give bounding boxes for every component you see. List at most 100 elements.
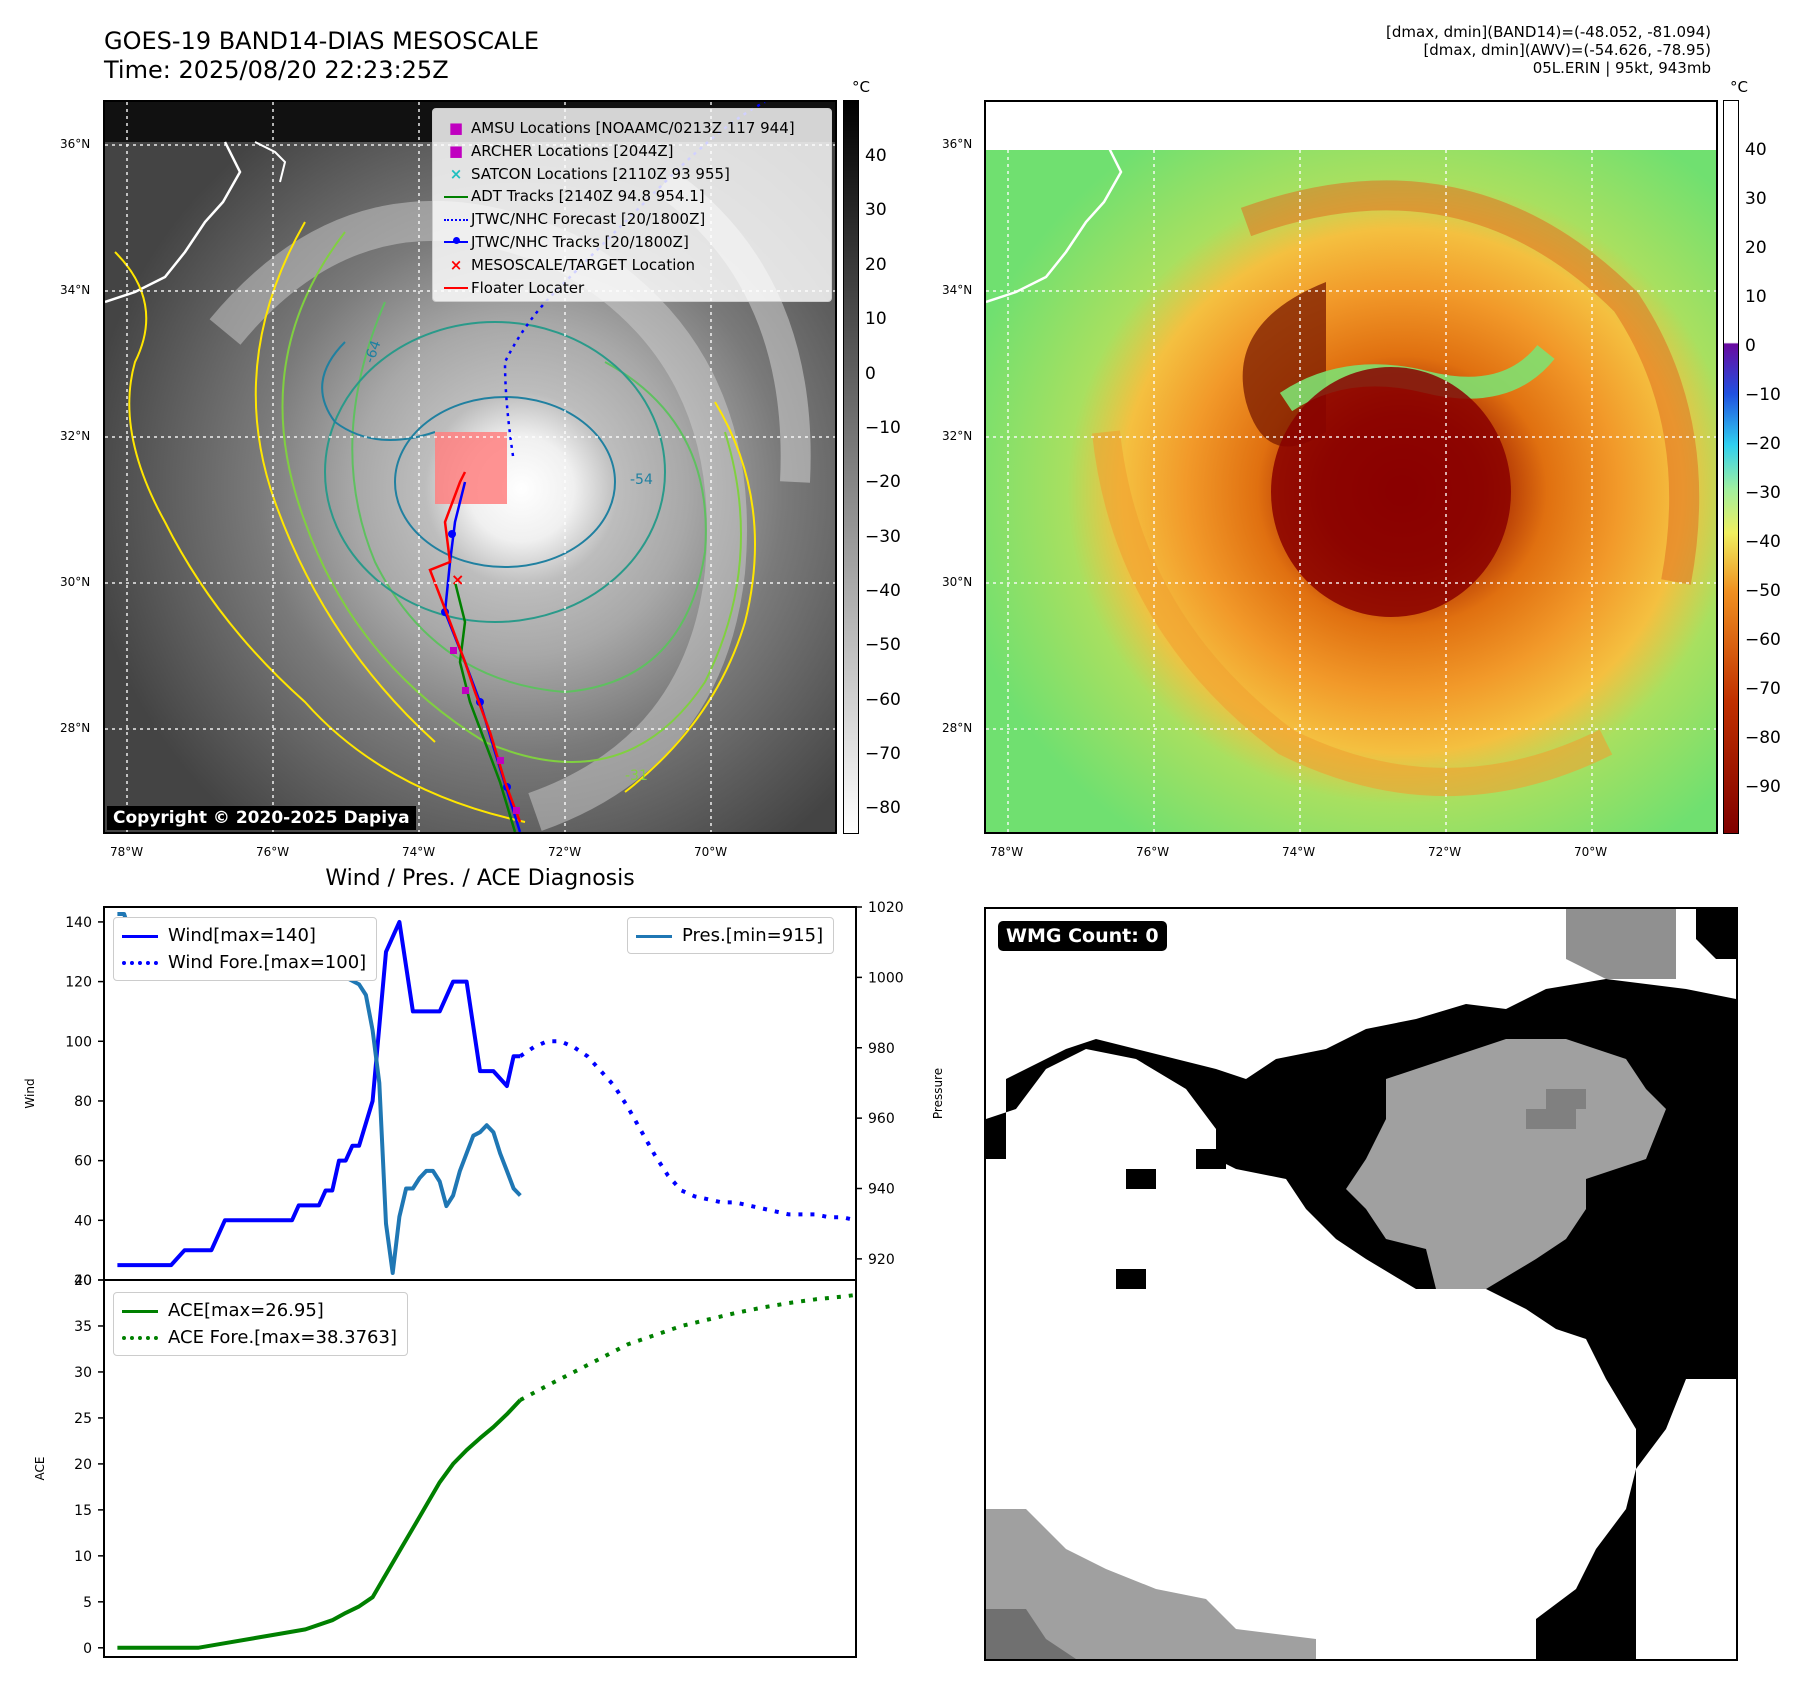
ir-cb-tick: 30	[865, 200, 887, 220]
legend-item-adt: ADT Tracks [2140Z 94.8 954.1]	[441, 185, 795, 208]
pressure-legend: Pres.[min=915]	[627, 917, 835, 954]
contour-label-54: -54	[630, 472, 653, 488]
diagnosis-chart: 1401201008060402010201000980960940920Win…	[23, 900, 945, 1658]
legend-item-satcon: × SATCON Locations [2110Z 93 955]	[441, 163, 795, 186]
lon-label: 76°W	[256, 845, 290, 859]
diagnosis-title: Wind / Pres. / ACE Diagnosis	[325, 866, 635, 891]
awv-cb-tick: 10	[1745, 287, 1767, 307]
ace-axes: 40 35 30 25 20 15 10 5 0 ACE	[33, 1273, 857, 1658]
chart-title: GOES-19 BAND14-DIAS MESOSCALE	[104, 27, 540, 55]
legend-item-amsu: ■ AMSU Locations [NOAAMC/0213Z 117 944]	[441, 117, 795, 140]
awv-cb-tick: −90	[1745, 777, 1781, 797]
legend-item-floater: Floater Locater	[441, 277, 795, 300]
awv-cb-tick: −40	[1745, 532, 1781, 552]
legend-marker-satcon: ×	[449, 164, 463, 183]
awv-cb-tick: 30	[1745, 189, 1767, 209]
wind-legend-line	[122, 934, 158, 938]
ace-legend-item: ACE[max=26.95]	[122, 1297, 397, 1324]
mesoscale-target-marker: ×	[451, 570, 464, 589]
awv-cb-tick: 0	[1745, 336, 1756, 356]
lon-label: 74°W	[402, 845, 436, 859]
legend-item-mesoscale: × MESOSCALE/TARGET Location	[441, 254, 795, 277]
legend-marker-amsu: ■	[448, 119, 464, 137]
pressure-tick-label: 940	[868, 1182, 895, 1198]
ace-tick-label: 30	[74, 1365, 92, 1381]
wmg-count-label: WMG Count: 0	[998, 921, 1167, 951]
series-line-wind-forecast	[519, 1039, 857, 1223]
legend-item-tracks: JTWC/NHC Tracks [20/1800Z]	[441, 231, 795, 254]
lon-label: 72°W	[1428, 845, 1462, 859]
ace-tick-label: 35	[74, 1319, 92, 1335]
lon-label: 70°W	[694, 845, 728, 859]
info-storm: 05L.ERIN | 95kt, 943mb	[1532, 59, 1711, 77]
lat-label: 28°N	[942, 721, 973, 735]
wind-tick-label: 60	[74, 1154, 92, 1170]
ir-legend: ■ AMSU Locations [NOAAMC/0213Z 117 944] ■…	[432, 108, 832, 302]
lat-label: 32°N	[942, 429, 973, 443]
ir-cb-tick: −40	[865, 581, 901, 601]
lat-label: 30°N	[942, 575, 973, 589]
ace-tick-label: 20	[74, 1457, 92, 1473]
lon-label: 72°W	[548, 845, 582, 859]
contour-label-64: -64	[362, 338, 385, 365]
wind-fore-legend-line	[122, 961, 158, 965]
awv-cb-tick: −50	[1745, 581, 1781, 601]
awv-cb-tick: −70	[1745, 679, 1781, 699]
legend-item-archer: ■ ARCHER Locations [2044Z]	[441, 140, 795, 163]
awv-cb-tick: −30	[1745, 483, 1781, 503]
ace-fore-legend-item: ACE Fore.[max=38.3763]	[122, 1324, 397, 1351]
pressure-legend-item: Pres.[min=915]	[636, 922, 823, 949]
wind-legend: Wind[max=140] Wind Fore.[max=100]	[113, 917, 378, 981]
chart-time: Time: 2025/08/20 22:23:25Z	[104, 56, 449, 84]
wind-tick-label: 120	[65, 975, 92, 991]
wind-pressure-axes: 1401201008060402010201000980960940920Win…	[23, 900, 945, 1289]
wind-tick-label: 80	[74, 1094, 92, 1110]
ir-cb-tick: −70	[865, 744, 901, 764]
ir-cb-tick: −20	[865, 472, 901, 492]
awv-cb-tick: 40	[1745, 140, 1767, 160]
legend-marker-adt	[441, 195, 471, 198]
ir-cb-tick: −80	[865, 798, 901, 818]
legend-marker-forecast	[441, 218, 471, 221]
wind-tick-label: 100	[65, 1034, 92, 1050]
ace-tick-label: 0	[83, 1641, 92, 1657]
ir-image-panel: -64 -54 -31 ×	[103, 100, 837, 834]
pressure-tick-label: 1000	[868, 970, 904, 986]
ace-axis-label: ACE	[33, 1457, 47, 1481]
lat-label: 32°N	[60, 429, 91, 443]
legend-marker-floater	[441, 287, 471, 290]
awv-cb-tick: −20	[1745, 434, 1781, 454]
ace-legend-line	[122, 1309, 158, 1313]
legend-items: ■ AMSU Locations [NOAAMC/0213Z 117 944] ■…	[441, 117, 795, 299]
info-block: [dmax, dmin](BAND14)=(-48.052, -81.094) …	[1386, 23, 1711, 77]
lat-label: 28°N	[60, 721, 91, 735]
wind-legend-item: Wind[max=140]	[122, 922, 366, 949]
info-awv-range: [dmax, dmin](AWV)=(-54.626, -78.95)	[1423, 41, 1711, 59]
ace-tick-label: 10	[74, 1549, 92, 1565]
lon-label: 74°W	[1282, 845, 1316, 859]
ace-tick-label: 25	[74, 1411, 92, 1427]
ir-cb-tick: −10	[865, 418, 901, 438]
contour-label-31: -31	[625, 768, 648, 784]
info-band14-range: [dmax, dmin](BAND14)=(-48.052, -81.094)	[1386, 23, 1711, 41]
ir-cb-tick: 0	[865, 364, 876, 384]
lat-label: 30°N	[60, 575, 91, 589]
lat-label: 36°N	[60, 137, 91, 151]
target-box	[435, 432, 507, 504]
ir-colorbar	[843, 100, 859, 834]
legend-marker-archer: ■	[448, 141, 464, 160]
copyright-label: Copyright © 2020-2025 Dapiya	[107, 806, 416, 830]
pressure-tick-label: 960	[868, 1111, 895, 1127]
pressure-tick-label: 980	[868, 1041, 895, 1057]
ace-fore-legend-line	[122, 1336, 158, 1340]
pressure-legend-line	[636, 934, 672, 938]
ir-cb-tick: −30	[865, 527, 901, 547]
lon-label: 78°W	[110, 845, 144, 859]
awv-cb-tick: 20	[1745, 238, 1767, 258]
wind-tick-label: 20	[74, 1273, 92, 1289]
legend-marker-mesoscale: ×	[449, 255, 463, 274]
series-line-ace-forecast	[519, 1292, 857, 1402]
ir-cb-tick: 20	[865, 255, 887, 275]
awv-cb-tick: −60	[1745, 630, 1781, 650]
ace-tick-label: 5	[83, 1595, 92, 1611]
